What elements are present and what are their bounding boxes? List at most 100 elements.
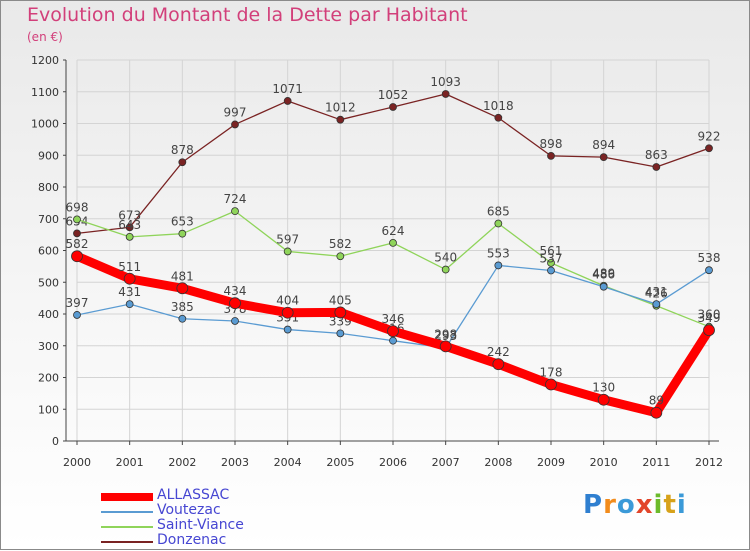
data-point	[494, 113, 503, 122]
data-label: 1093	[430, 75, 461, 89]
data-label: 582	[329, 237, 352, 251]
data-label: 1012	[325, 101, 356, 115]
data-point	[705, 266, 713, 275]
data-point	[441, 90, 450, 98]
data-point	[178, 229, 187, 238]
data-label: 404	[276, 294, 299, 308]
legend-swatch	[101, 493, 153, 501]
data-point	[387, 325, 399, 338]
data-label: 698	[66, 200, 89, 214]
data-point	[336, 329, 345, 338]
legend-swatch	[101, 526, 153, 528]
data-point	[439, 340, 452, 353]
data-label: 349	[698, 311, 721, 325]
x-tick-label: 2005	[326, 456, 354, 469]
data-point	[599, 153, 608, 162]
data-label: 1071	[272, 82, 303, 96]
data-label: 431	[118, 285, 141, 299]
data-point	[494, 219, 503, 228]
data-label: 434	[224, 284, 247, 298]
y-tick-label: 900	[38, 149, 59, 162]
data-label: 724	[224, 192, 247, 206]
data-point	[231, 317, 239, 325]
data-point	[652, 300, 661, 309]
data-point	[389, 103, 397, 111]
data-label: 385	[171, 300, 194, 314]
data-point	[73, 229, 81, 238]
legend-label: ALLASSAC	[157, 487, 230, 503]
data-label: 89	[649, 394, 664, 408]
data-point	[178, 158, 187, 167]
data-label: 582	[66, 237, 89, 251]
data-point	[229, 297, 241, 310]
data-label: 685	[487, 205, 510, 219]
logo-letter: t	[663, 490, 677, 520]
y-tick-label: 400	[38, 308, 59, 321]
data-label: 898	[540, 137, 563, 151]
data-label: 360	[698, 308, 721, 322]
y-tick-label: 1000	[31, 118, 59, 131]
data-label: 489	[592, 267, 615, 281]
data-point	[599, 282, 608, 291]
y-tick-label: 700	[38, 213, 59, 226]
data-point	[389, 336, 397, 345]
y-tick-label: 600	[38, 245, 59, 258]
data-point	[597, 393, 610, 406]
data-label: 673	[118, 208, 141, 222]
data-label: 653	[171, 215, 194, 229]
data-point	[123, 272, 136, 285]
data-point	[71, 250, 83, 263]
y-tick-label: 300	[38, 340, 59, 353]
x-tick-label: 2011	[642, 456, 670, 469]
data-point	[492, 358, 505, 371]
logo-letter: i	[676, 490, 687, 520]
data-label: 597	[276, 232, 299, 246]
data-label: 1018	[483, 99, 514, 113]
logo-letter: i	[653, 490, 664, 520]
data-point	[125, 232, 134, 241]
legend-swatch	[101, 511, 153, 513]
x-tick-label: 2003	[221, 456, 249, 469]
chart-title: Evolution du Montant de la Dette par Hab…	[27, 4, 468, 26]
data-label: 537	[540, 252, 563, 266]
y-tick-label: 0	[52, 435, 59, 448]
data-label: 878	[171, 143, 194, 157]
chart-subtitle: (en €)	[27, 30, 63, 44]
data-label: 481	[171, 269, 194, 283]
y-tick-label: 800	[38, 181, 59, 194]
data-point	[441, 265, 450, 274]
x-tick-label: 2012	[695, 456, 723, 469]
data-point	[281, 306, 294, 319]
data-label: 405	[329, 293, 352, 307]
data-point	[231, 120, 239, 129]
x-tick-label: 2004	[274, 456, 302, 469]
data-point	[494, 261, 503, 270]
data-label: 346	[382, 312, 405, 326]
x-tick-label: 2009	[537, 456, 565, 469]
x-tick-label: 2001	[116, 456, 144, 469]
data-point	[73, 311, 81, 319]
x-tick-label: 2006	[379, 456, 407, 469]
data-label: 863	[645, 148, 668, 162]
legend-label: Voutezac	[157, 502, 221, 518]
x-tick-label: 2000	[63, 456, 91, 469]
data-point	[547, 266, 555, 275]
data-label: 561	[540, 244, 563, 258]
y-tick-label: 1200	[31, 54, 59, 67]
data-label: 426	[645, 287, 668, 301]
data-label: 242	[487, 345, 510, 359]
legend-label: Saint-Viance	[157, 517, 244, 533]
data-point	[125, 300, 134, 309]
data-label: 922	[698, 129, 721, 143]
logo-letter: r	[603, 490, 617, 520]
data-point	[705, 144, 713, 153]
y-tick-label: 200	[38, 372, 59, 385]
data-point	[547, 258, 555, 267]
x-tick-label: 2002	[168, 456, 196, 469]
data-label: 397	[66, 296, 89, 310]
data-label: 553	[487, 246, 510, 260]
data-label: 894	[592, 138, 615, 152]
legend-label: Donzenac	[157, 532, 227, 548]
data-point	[545, 378, 557, 391]
